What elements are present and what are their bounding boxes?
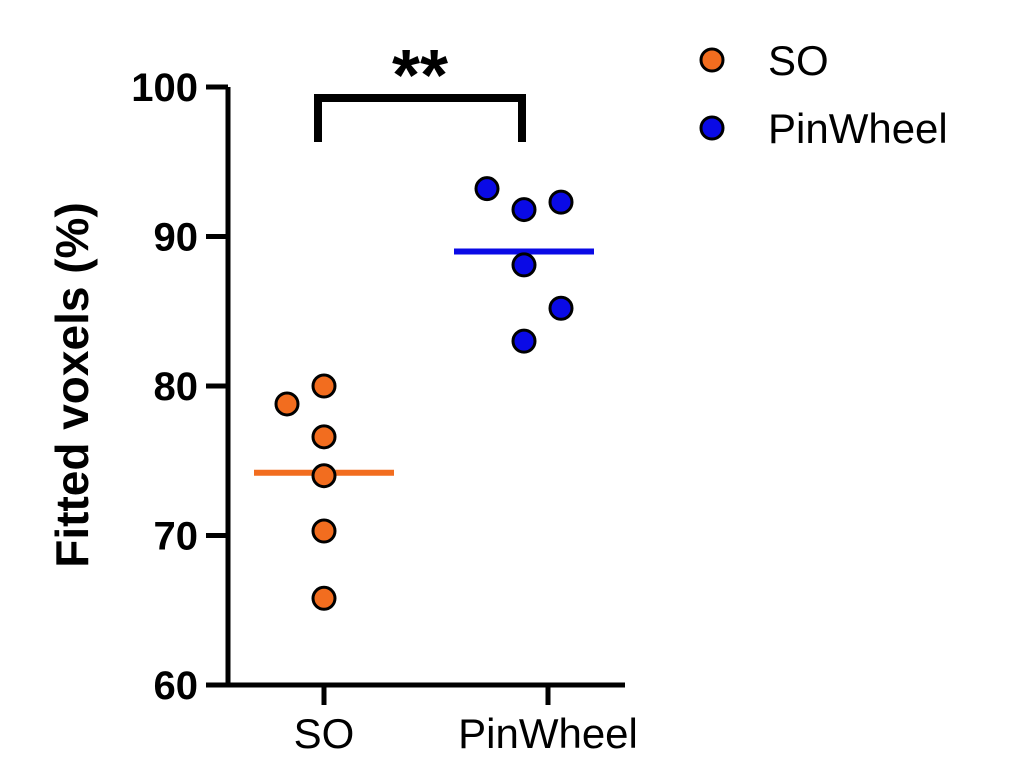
- bracket-line: [314, 94, 526, 142]
- y-tick-label-70: 70: [154, 515, 199, 559]
- y-tick-label-90: 90: [154, 216, 199, 260]
- median-lines: [254, 248, 594, 476]
- y-tick-label-80: 80: [154, 365, 199, 409]
- x-tick-label-PinWheel: PinWheel: [458, 710, 638, 757]
- legend-marker-SO: [699, 47, 725, 73]
- data-points: [274, 176, 574, 611]
- point-PinWheel-3: [511, 252, 537, 278]
- legend-label-PinWheel: PinWheel: [768, 105, 948, 152]
- point-PinWheel-4: [548, 295, 574, 321]
- legend-label-SO: SO: [768, 37, 829, 84]
- y-axis-label: Fitted voxels (%): [46, 202, 98, 568]
- legend: SO PinWheel: [699, 37, 948, 152]
- point-PinWheel-0: [474, 176, 500, 202]
- point-PinWheel-5: [511, 328, 537, 354]
- legend-marker-PinWheel: [699, 115, 725, 141]
- x-tick-label-SO: SO: [294, 710, 355, 757]
- point-SO-2: [311, 424, 337, 450]
- point-SO-3: [311, 463, 337, 489]
- axes: 60 70 80 90 100 SO PinWheel: [131, 66, 638, 757]
- point-SO-0: [274, 391, 300, 417]
- y-tick-label-100: 100: [131, 66, 198, 110]
- point-SO-5: [311, 585, 337, 611]
- point-PinWheel-2: [548, 189, 574, 215]
- point-SO-1: [311, 373, 337, 399]
- point-PinWheel-1: [511, 197, 537, 223]
- y-tick-label-60: 60: [154, 664, 199, 708]
- significance-label: **: [392, 36, 448, 116]
- significance-bracket: **: [314, 36, 526, 142]
- point-SO-4: [311, 518, 337, 544]
